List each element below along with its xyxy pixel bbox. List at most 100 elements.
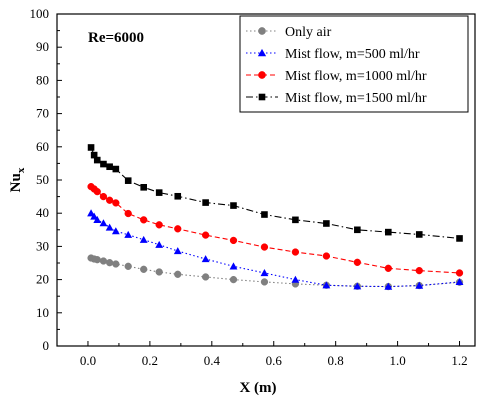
legend-label: Only air [285, 25, 332, 40]
legend-marker [258, 93, 266, 101]
data-point [322, 252, 331, 260]
series-line [90, 257, 460, 288]
data-point [93, 215, 102, 223]
legend-marker [258, 27, 266, 35]
y-tick-label: 70 [36, 106, 49, 121]
y-axis: 0 10 20 30 40 50 60 70 80 90 100 [30, 6, 62, 353]
data-point [105, 196, 114, 204]
y-tick-label: 60 [36, 139, 49, 154]
data-point [260, 278, 269, 286]
data-point [260, 243, 269, 251]
x-tick-label: 0.4 [204, 353, 221, 368]
data-point [415, 266, 423, 275]
data-point [90, 151, 98, 159]
data-point [93, 156, 101, 164]
data-point [456, 235, 463, 242]
data-point [124, 177, 132, 184]
data-point [229, 275, 238, 284]
x-tick-label: 0.2 [142, 353, 158, 368]
data-point [174, 270, 182, 278]
data-point [140, 216, 148, 224]
data-point [90, 212, 99, 220]
data-point [87, 144, 95, 151]
data-point [384, 282, 393, 290]
data-point [291, 275, 300, 283]
data-point [140, 265, 148, 273]
data-point [87, 209, 95, 217]
data-point [455, 269, 464, 277]
y-tick-label: 50 [36, 172, 49, 187]
data-point [112, 199, 120, 207]
y-axis-title: Nux [8, 167, 27, 192]
y-tick-label: 10 [36, 305, 49, 320]
y-tick-label: 100 [30, 6, 50, 21]
series-line [90, 212, 460, 288]
series-2 [87, 209, 464, 290]
data-point [174, 192, 182, 200]
y-tick-label: 0 [43, 338, 50, 353]
data-point [202, 199, 209, 206]
x-axis: 0.0 0.2 0.4 0.6 0.8 1.0 1.2 [80, 341, 468, 368]
data-point [292, 216, 299, 224]
data-point [174, 225, 182, 233]
x-tick-label: 0.0 [80, 353, 96, 368]
data-point [384, 264, 392, 272]
data-point [124, 230, 133, 238]
x-tick-label: 0.8 [328, 353, 344, 368]
series-layer [87, 144, 464, 291]
data-point [261, 211, 268, 218]
data-point [140, 184, 147, 191]
data-point [93, 256, 101, 264]
data-point [353, 282, 362, 290]
series-1 [87, 254, 464, 291]
series-4 [87, 144, 463, 242]
data-point [155, 268, 163, 276]
data-point [353, 258, 361, 266]
series-3 [87, 182, 464, 277]
data-point [99, 192, 108, 201]
data-point [105, 259, 114, 267]
data-point [230, 202, 237, 209]
data-point [323, 220, 330, 227]
legend-label: Mist flow, m=1500 ml/hr [285, 91, 427, 106]
data-point [112, 260, 120, 268]
x-tick-label: 1.2 [451, 353, 467, 368]
data-point [93, 187, 101, 196]
data-point [124, 209, 132, 218]
data-point [99, 219, 108, 227]
legend-marker [257, 48, 267, 57]
data-point [105, 223, 114, 231]
data-point [112, 165, 120, 173]
data-point [415, 281, 424, 289]
data-point [229, 236, 238, 245]
series-line [90, 147, 460, 239]
chart-annotation: Re=6000 [88, 30, 144, 46]
data-point [111, 227, 120, 235]
data-point [201, 231, 210, 239]
y-tick-label: 90 [36, 39, 49, 54]
x-tick-label: 1.0 [389, 353, 405, 368]
data-point [229, 262, 238, 270]
y-tick-label: 30 [36, 238, 49, 253]
legend-item: Mist flow, m=1000 ml/hr [246, 69, 427, 84]
legend-item: Mist flow, m=500 ml/hr [246, 47, 420, 62]
data-point [385, 228, 392, 236]
legend-label: Mist flow, m=500 ml/hr [285, 47, 420, 62]
legend: Only air Mist flow, m=500 ml/hr Mist flow,… [239, 15, 469, 113]
y-axis-title-subscript: x [15, 167, 27, 173]
data-point [100, 160, 107, 168]
x-tick-label: 0.6 [266, 353, 283, 368]
y-tick-label: 40 [36, 205, 49, 220]
legend-label: Mist flow, m=1000 ml/hr [285, 69, 427, 84]
legend-item: Only air [246, 25, 332, 40]
data-point [155, 221, 163, 229]
data-point [139, 235, 148, 243]
data-point [354, 226, 361, 234]
data-point [173, 247, 182, 255]
legend-item: Mist flow, m=1500 ml/hr [246, 91, 427, 106]
data-point [155, 189, 163, 196]
series-line [90, 186, 460, 274]
y-tick-label: 20 [36, 272, 49, 287]
data-point [415, 231, 423, 238]
